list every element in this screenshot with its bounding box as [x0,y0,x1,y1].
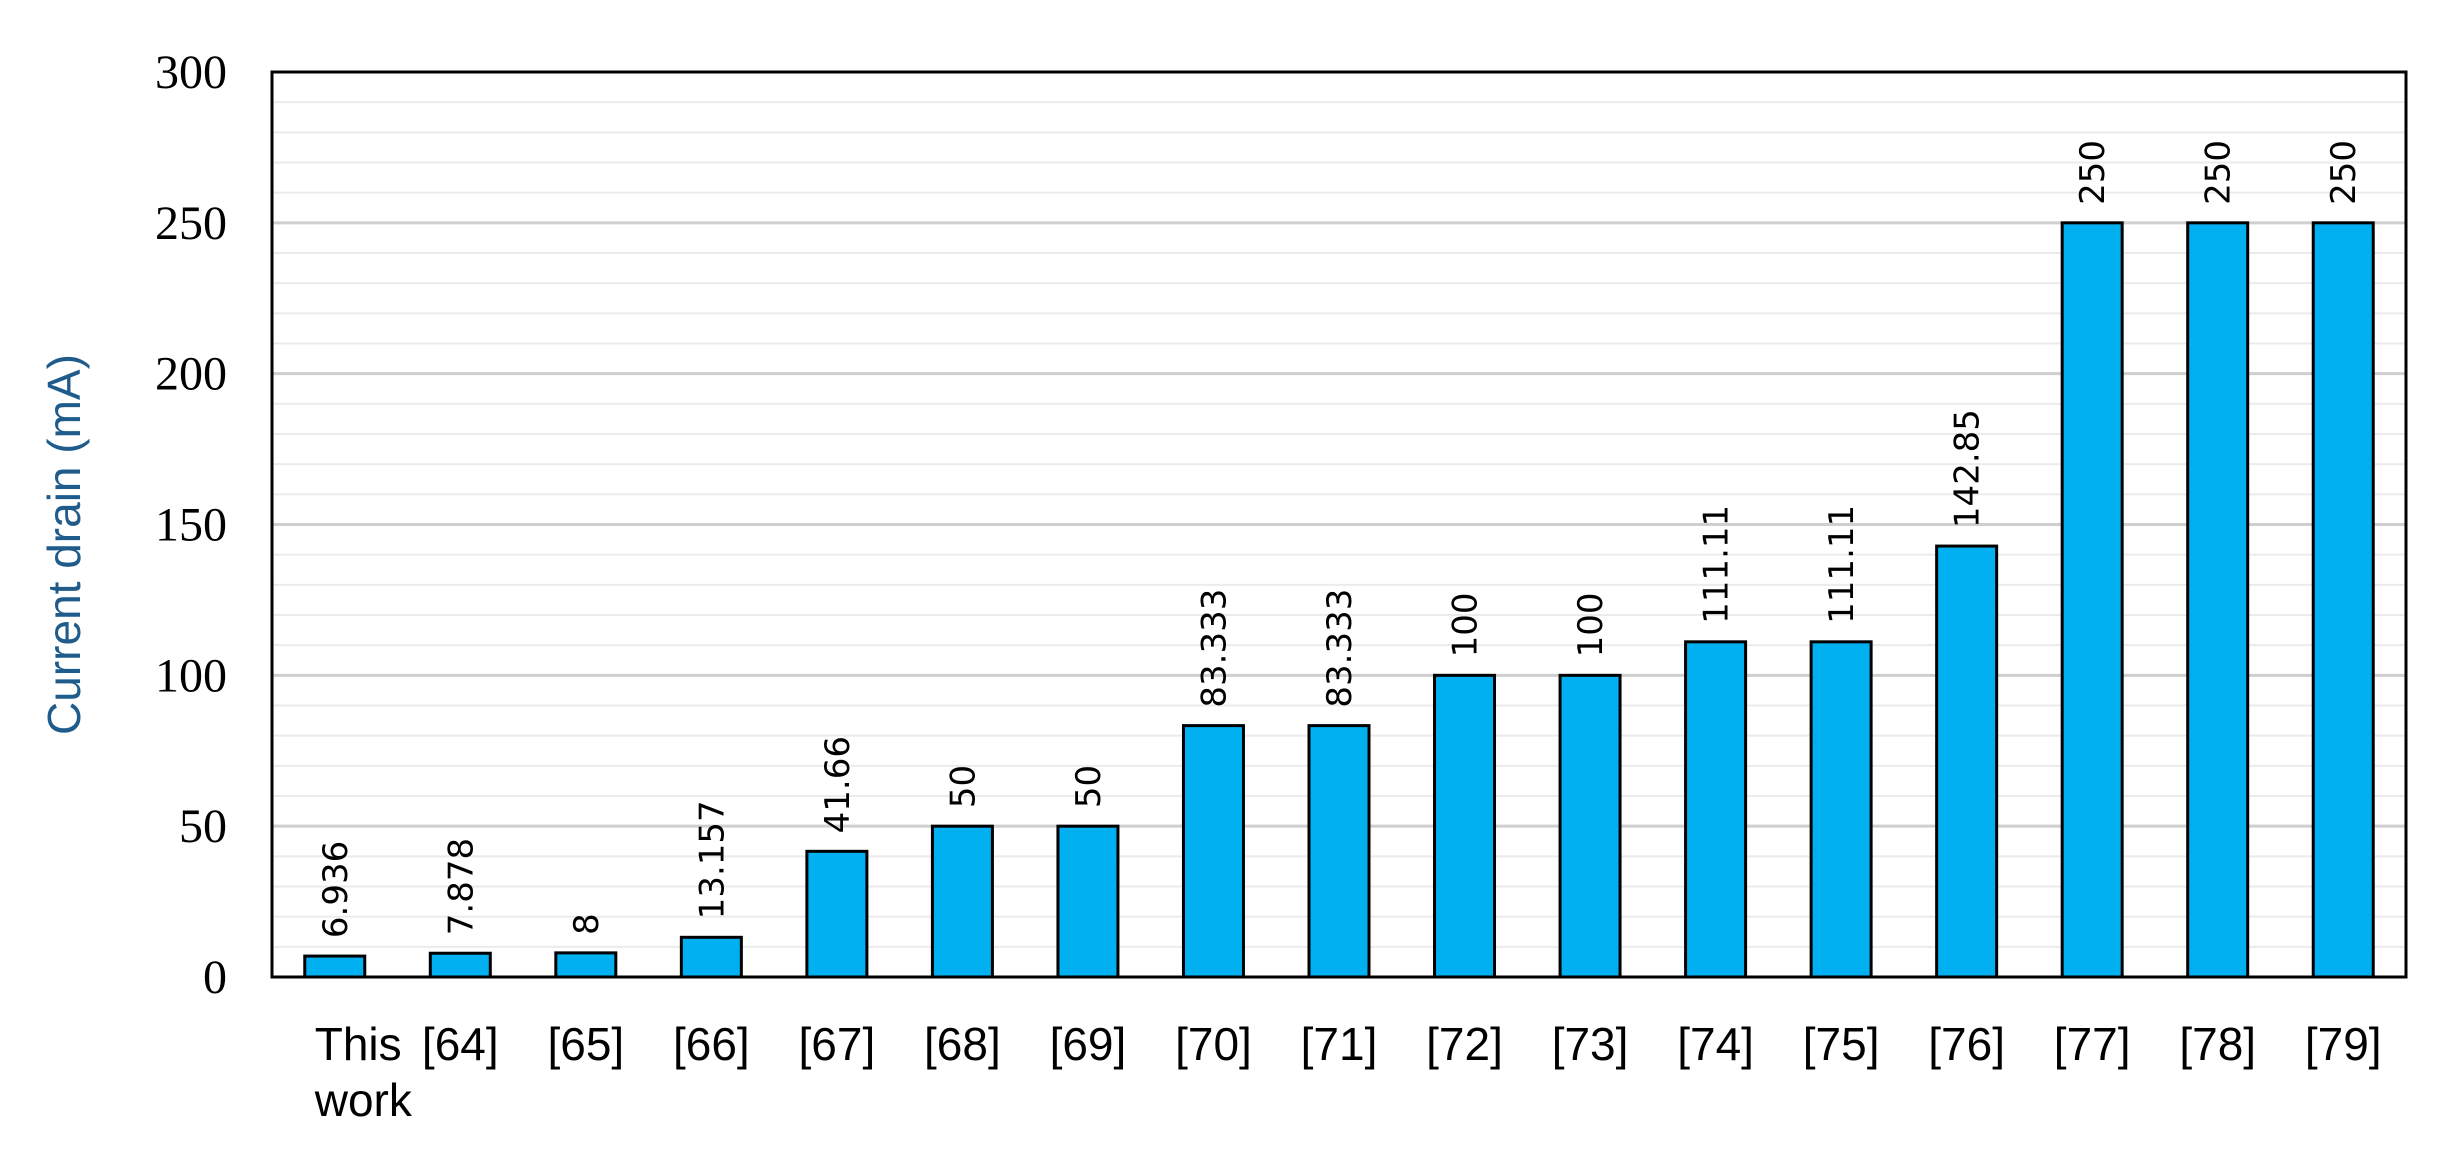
data-label: 111.11 [1822,505,1862,624]
x-category-label: [68] [924,1018,1001,1070]
bar [2060,221,2124,979]
x-category-label: [67] [799,1018,876,1070]
bar [1307,724,1371,979]
x-category-label: [74] [1677,1018,1754,1070]
bar [1809,640,1873,979]
x-category-label: [65] [547,1018,624,1070]
x-category-label: [76] [1928,1018,2005,1070]
bar [554,951,618,979]
bar [2311,221,2375,979]
data-label: 100 [1446,592,1486,657]
data-label: 8 [567,913,607,935]
data-label: 50 [943,765,983,808]
y-axis-ticks: 0 50 100 150 200 250 300 [155,46,227,1004]
x-category-label: [72] [1426,1018,1503,1070]
bars [303,221,2375,979]
bar [1433,673,1497,979]
bar [428,951,492,979]
x-axis-categories: This work[64] [65] [66] [67] [68] [69] [70] [71]… [314,1018,2382,1126]
bar [1684,640,1748,979]
bar [2186,221,2250,979]
plot-area-frame [270,70,2408,979]
data-label: 83.333 [1194,589,1234,708]
data-label: 83.333 [1320,589,1360,708]
x-category-label: [78] [2179,1018,2256,1070]
x-category-label: [66] [673,1018,750,1070]
x-category-label: [75] [1803,1018,1880,1070]
bar [679,935,743,979]
data-labels: 6.936 7.878 8 13.157 41.66 50 50 83.333 83.333 10… [316,140,2364,938]
y-tick-label: 150 [155,499,227,552]
bar [1935,544,1999,979]
data-label: 6.936 [316,841,356,938]
y-tick-label: 0 [203,951,227,1004]
data-label: 111.11 [1697,505,1737,624]
x-category-label-line: This [315,1018,402,1070]
data-label: 41.66 [818,736,858,833]
bar [1558,673,1622,979]
bar [1056,824,1120,979]
x-category-label-line: work [314,1074,413,1126]
bar [930,824,994,979]
y-tick-label: 250 [155,197,227,250]
x-category-label: [79] [2305,1018,2382,1070]
data-label: 250 [2324,140,2364,205]
data-label: 7.878 [441,838,481,935]
y-tick-label: 300 [155,46,227,99]
x-category-label: [73] [1552,1018,1629,1070]
data-label: 13.157 [692,800,732,919]
data-label: 142.85 [1948,409,1988,528]
x-category-label: [71] [1301,1018,1378,1070]
x-category-label: [69] [1050,1018,1127,1070]
y-tick-label: 50 [179,800,227,853]
y-tick-label: 200 [155,348,227,401]
data-label: 50 [1069,765,1109,808]
y-axis-title: Current drain (mA) [38,354,90,735]
x-category-label: [64] [422,1018,499,1070]
gridlines [272,101,2406,948]
y-tick-label: 100 [155,649,227,702]
bar [805,849,869,979]
data-label: 250 [2199,140,2239,205]
x-category-label: [77] [2054,1018,2131,1070]
x-category-label: This work [314,1018,413,1126]
bar [1181,724,1245,979]
bar [303,954,367,979]
data-label: 250 [2073,140,2113,205]
x-category-label: [70] [1175,1018,1252,1070]
data-label: 100 [1571,592,1611,657]
